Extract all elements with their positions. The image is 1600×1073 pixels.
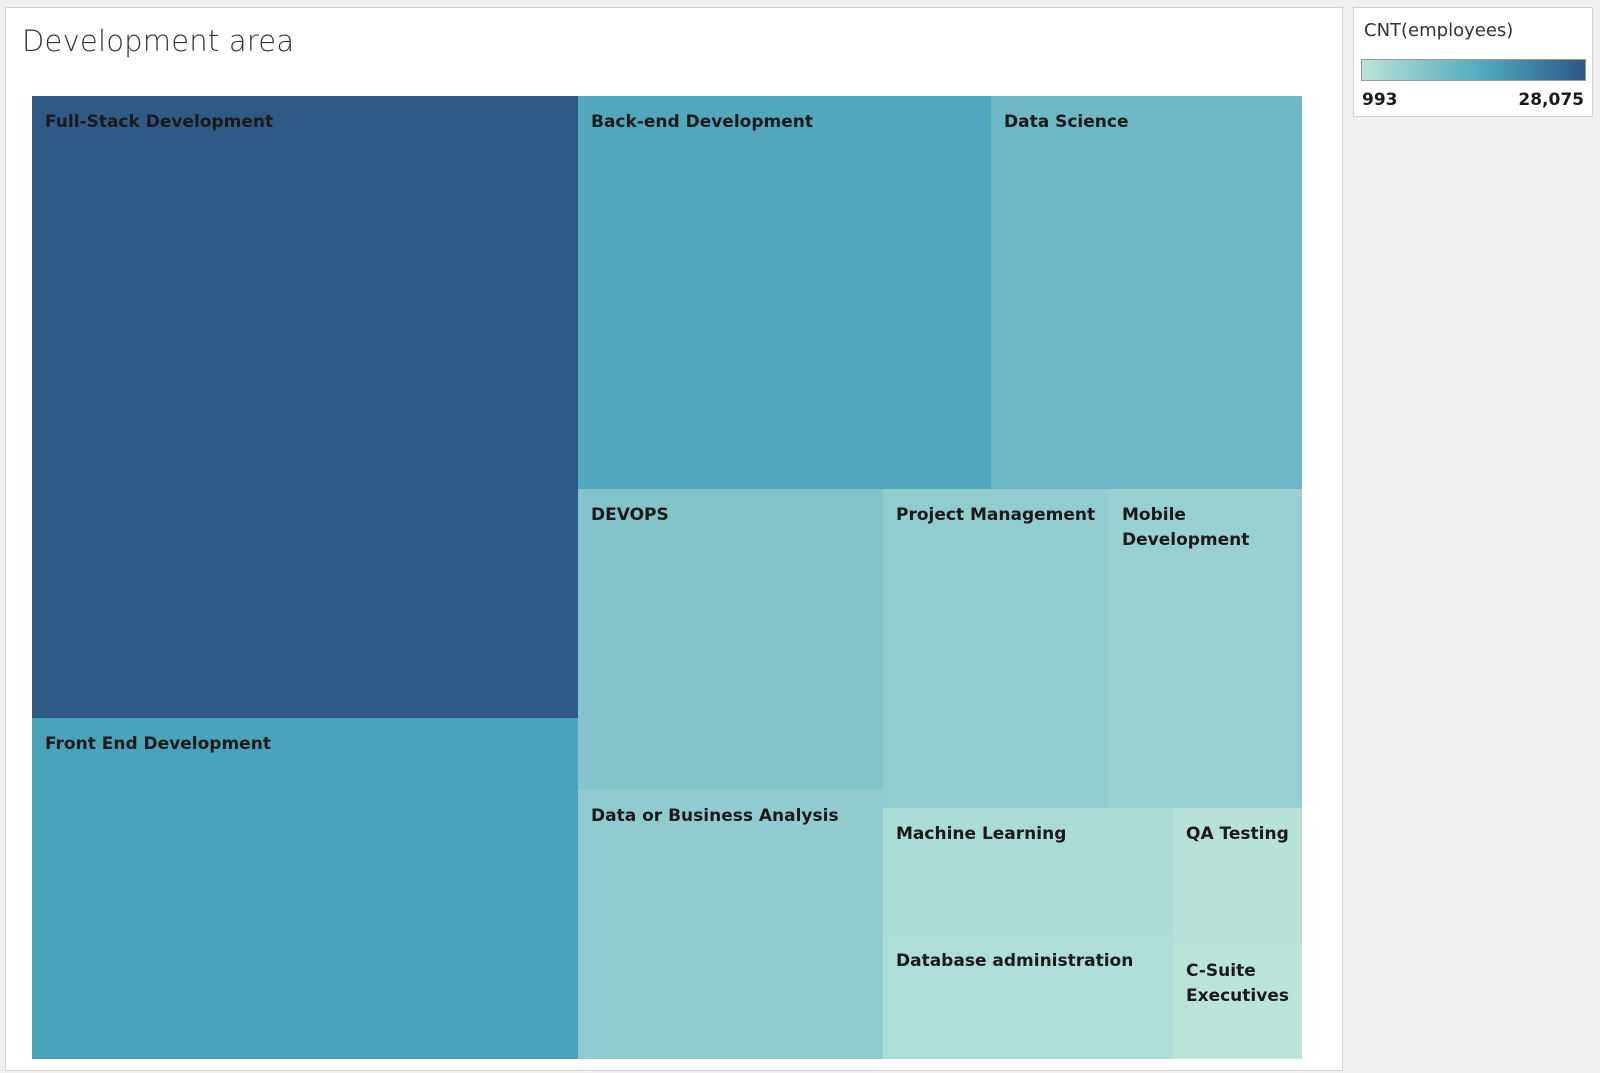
legend-max-label: 28,075	[1518, 90, 1584, 110]
tile-label: Mobile Development	[1122, 505, 1250, 550]
tile-label: Project Management	[896, 505, 1096, 525]
treemap-tile-c-suite-executives[interactable]: C-Suite Executives	[1173, 945, 1302, 1059]
tile-label: C-Suite Executives	[1186, 961, 1289, 1006]
tile-label: Front End Development	[45, 734, 271, 754]
chart-title: Development area	[22, 24, 295, 58]
legend-min-label: 993	[1362, 90, 1398, 110]
legend-title: CNT(employees)	[1364, 20, 1514, 41]
treemap-tile-full-stack-development[interactable]: Full-Stack Development	[32, 96, 578, 718]
tile-label: Back-end Development	[591, 112, 813, 132]
treemap-tile-mobile-development[interactable]: Mobile Development	[1109, 489, 1302, 808]
legend-gradient-bar	[1361, 59, 1586, 81]
color-legend: CNT(employees) 993 28,075	[1353, 7, 1593, 117]
treemap-tile-project-management[interactable]: Project Management	[883, 489, 1109, 808]
treemap-tile-devops[interactable]: DEVOPS	[578, 489, 883, 790]
treemap-tile-data-or-business-analysis[interactable]: Data or Business Analysis	[578, 790, 883, 1059]
treemap-tile-front-end-development[interactable]: Front End Development	[32, 718, 578, 1059]
tile-label: QA Testing	[1186, 824, 1289, 844]
treemap-tile-back-end-development[interactable]: Back-end Development	[578, 96, 991, 489]
tile-label: Full-Stack Development	[45, 112, 274, 132]
treemap-tile-database-administration[interactable]: Database administration	[883, 935, 1173, 1059]
chart-panel: Development area Full-Stack Development F…	[5, 7, 1343, 1071]
tile-label: Database administration	[896, 951, 1134, 971]
treemap-tile-qa-testing[interactable]: QA Testing	[1173, 808, 1302, 945]
tile-label: Data Science	[1004, 112, 1129, 132]
treemap-tile-machine-learning[interactable]: Machine Learning	[883, 808, 1173, 935]
treemap: Full-Stack Development Front End Developm…	[32, 96, 1328, 1059]
treemap-tile-data-science[interactable]: Data Science	[991, 96, 1302, 489]
tile-label: Data or Business Analysis	[591, 806, 839, 826]
tile-label: DEVOPS	[591, 505, 669, 525]
tile-label: Machine Learning	[896, 824, 1067, 844]
